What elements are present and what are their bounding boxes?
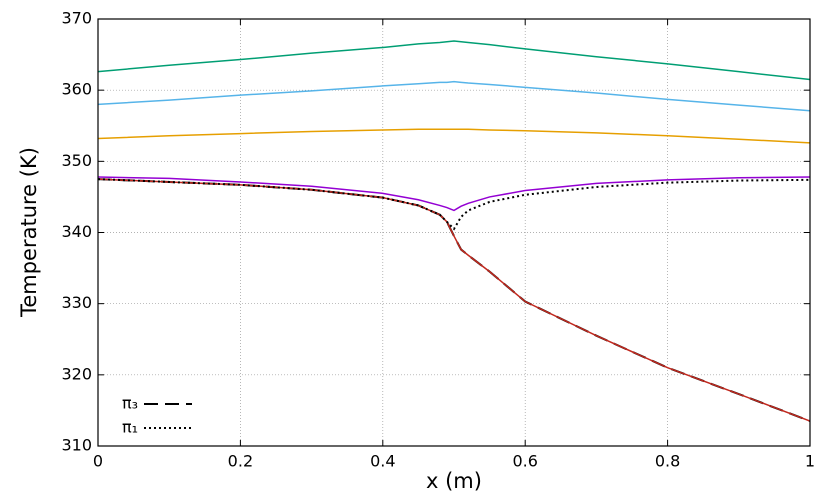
y-tick-label: 310 (61, 436, 92, 455)
y-tick-label: 340 (61, 222, 92, 241)
series-line (97, 178, 811, 422)
y-tick-label: 330 (61, 293, 92, 312)
y-tick-label: 360 (61, 80, 92, 99)
legend-label: π₁ (122, 418, 138, 437)
y-tick-label: 350 (61, 151, 92, 170)
series-line (97, 178, 811, 423)
plot-frame (97, 18, 811, 447)
series-line (97, 40, 811, 81)
x-tick-label: 0.6 (512, 452, 537, 471)
series-line (97, 80, 811, 112)
y-axis-label: Temperature (K) (17, 147, 41, 318)
x-tick-label: 0.2 (228, 452, 253, 471)
series-line (97, 178, 811, 231)
x-tick-label: 0.8 (655, 452, 680, 471)
series-line (97, 176, 811, 212)
x-tick-label: 1 (805, 452, 815, 471)
x-axis-label: x (m) (426, 469, 482, 493)
legend-label: π₃ (122, 394, 138, 413)
y-tick-label: 370 (61, 9, 92, 28)
x-tick-label: 0.4 (370, 452, 395, 471)
x-tick-label: 0 (93, 452, 103, 471)
series-line (97, 128, 811, 144)
y-tick-label: 320 (61, 364, 92, 383)
